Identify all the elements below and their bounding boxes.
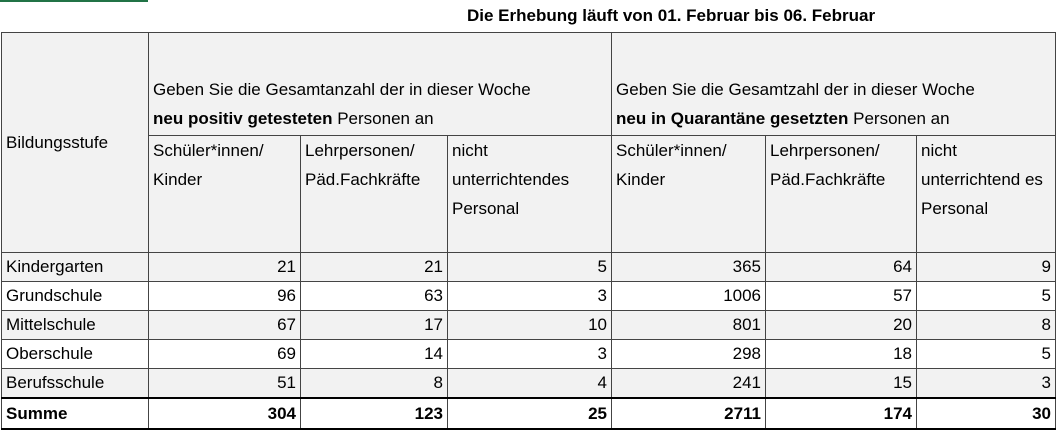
column-header: Lehrpersonen/ Päd.Fachkräfte [765,135,918,253]
cell-value: 3 [446,281,613,311]
data-row: Kindergarten 21 21 5 365 64 9 [1,252,1056,282]
title: Die Erhebung läuft von 01. Februar bis 0… [467,6,876,25]
total-value: 25 [446,397,613,430]
cell-value: 1006 [611,281,767,311]
table: Bildungsstufe Geben Sie die Gesamtanzahl … [1,32,1056,430]
row-label: Oberschule [1,339,149,369]
cell-value: 18 [765,339,918,369]
row-label: Mittelschule [1,310,149,340]
cell-value: 3 [916,368,1056,399]
cell-value: 8 [300,368,448,399]
cell-value: 5 [446,252,613,282]
cell-value: 5 [916,339,1056,369]
group-text: Personen an [853,109,950,128]
total-value: 123 [300,397,448,430]
header-row: Schüler*innen/ Kinder Lehrpersonen/ Päd.F… [2,135,1056,253]
header-row: Bildungsstufe Geben Sie die Gesamtanzahl … [1,32,1056,253]
group-bold: neu positiv getesteten [153,109,333,128]
column-header: Schüler*innen/ Kinder [611,135,767,253]
cell-value: 21 [148,252,301,282]
group-header: Geben Sie die Gesamtzahl der in dieser W… [611,32,1056,136]
group-header: Geben Sie die Gesamtanzahl der in dieser… [147,32,613,136]
cell-value: 14 [300,339,448,369]
group-text: Personen an [337,109,434,128]
column-header: Lehrpersonen/ Päd.Fachkräfte [300,135,448,253]
column-header: Schüler*innen/ Kinder [148,135,301,253]
cell-value: 51 [148,368,301,399]
cell-value: 57 [765,281,918,311]
total-value: 174 [765,397,918,430]
cell-value: 67 [148,310,301,340]
cell-value: 64 [765,252,918,282]
cell-value: 3 [446,339,613,369]
data-row: Berufsschule 51 8 4 241 15 3 [1,368,1056,399]
total-value: 30 [916,397,1056,430]
total-row: Summe 304 123 25 2711 174 30 [1,397,1056,430]
cell-value: 9 [916,252,1056,282]
cell-value: 365 [611,252,767,282]
cell-value: 69 [148,339,301,369]
data-row: Mittelschule 67 17 10 801 20 8 [1,310,1056,340]
cell-value: 4 [446,368,613,399]
cell-value: 298 [611,339,767,369]
cell-value: 96 [148,281,301,311]
row-label: Berufsschule [1,368,149,399]
total-label: Summe [1,397,149,430]
row-label: Kindergarten [1,252,149,282]
cell-value: 8 [916,310,1056,340]
cell-value: 5 [916,281,1056,311]
row-label: Grundschule [1,281,149,311]
data-row: Oberschule 69 14 3 298 18 5 [1,339,1056,369]
column-header: nicht unterrichtend es Personal [916,135,1056,253]
cell-value: 15 [765,368,918,399]
column-header: nicht unterrichtendes Personal [446,135,613,253]
data-row: Grundschule 96 63 3 1006 57 5 [1,281,1056,311]
group-text: Geben Sie die Gesamtzahl der in dieser W… [616,80,975,99]
cell-value: 20 [765,310,918,340]
corner-header: Bildungsstufe [1,32,149,253]
cell-value: 10 [446,310,613,340]
total-value: 2711 [611,397,767,430]
cell-value: 801 [611,310,767,340]
total-value: 304 [148,397,301,430]
cell-value: 241 [611,368,767,399]
group-text: Geben Sie die Gesamtanzahl der in dieser… [153,80,531,99]
cell-value: 17 [300,310,448,340]
cell-value: 63 [300,281,448,311]
cell-value: 21 [300,252,448,282]
cell-selection [0,0,148,2]
group-bold: neu in Quarantäne gesetzten [616,109,849,128]
